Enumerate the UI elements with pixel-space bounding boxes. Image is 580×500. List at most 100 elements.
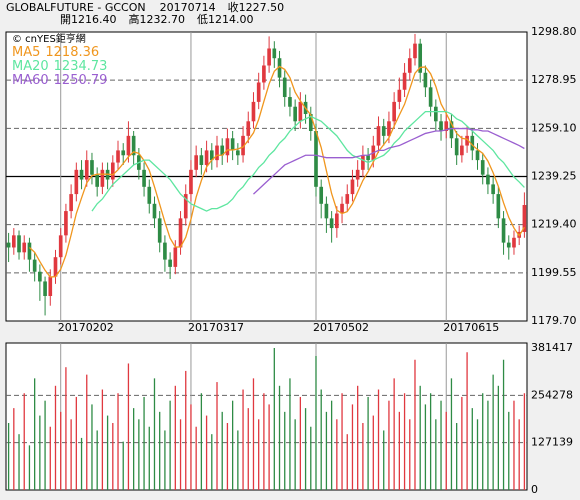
candle-body (329, 218, 334, 229)
candle-body (361, 155, 365, 170)
candle-body (444, 121, 449, 132)
marks (6, 33, 527, 490)
candle-body (449, 121, 454, 139)
candle-body (439, 121, 443, 132)
candle-body (32, 259, 37, 272)
candle-body (142, 169, 146, 187)
candle-body (387, 121, 391, 136)
x-tick-label: 20170502 (313, 321, 369, 334)
candle-body (53, 257, 58, 277)
candle-body (413, 43, 417, 59)
header-line-2: 開1216.40 高1232.70 低1214.00 (60, 12, 254, 26)
candle-body (69, 194, 73, 212)
y-tick-label: 1278.95 (531, 73, 577, 86)
candle-body (178, 218, 183, 248)
low: 低1214.00 (197, 13, 254, 26)
candle-body (475, 150, 480, 161)
candle-body (256, 82, 261, 102)
candle-body (84, 160, 89, 180)
y-tick-label: 1239.25 (531, 170, 577, 183)
legend-entry: MA60 1250.79 (12, 73, 107, 88)
candle-body (209, 150, 214, 161)
candle-body (522, 205, 527, 232)
legend-value: 1250.79 (54, 73, 108, 88)
y-tick-label: 1179.70 (531, 314, 577, 327)
ma-line (253, 127, 525, 195)
candle-body (126, 135, 131, 156)
ma-line (91, 110, 525, 212)
candle-body (402, 72, 407, 90)
candle-body (194, 155, 198, 170)
candle-body (152, 203, 157, 219)
candle-body (38, 271, 42, 282)
volume-tick-label: 127139 (531, 436, 573, 449)
candle-body (501, 218, 506, 243)
candle-body (272, 48, 277, 59)
candle-body (267, 48, 271, 66)
candle-body (355, 169, 360, 180)
candle-body (189, 169, 193, 195)
candle-body (293, 106, 297, 122)
candle-body (121, 150, 126, 156)
candle-body (220, 145, 225, 156)
candle-body (506, 242, 511, 248)
close: 收1227.50 (228, 0, 285, 14)
candle-body (282, 77, 287, 98)
header-line-1: GLOBALFUTURE - GCCON 20170714 收1227.50 (6, 0, 284, 14)
volume-tick-label: 381417 (531, 341, 573, 354)
candle-body (376, 126, 381, 146)
candle-body (183, 194, 188, 219)
candle-body (314, 131, 318, 187)
candle-body (157, 218, 162, 243)
candle-body (345, 194, 350, 204)
candle-body (6, 242, 11, 248)
candle-body (100, 169, 105, 187)
candle-body (58, 235, 63, 258)
candle-body (204, 150, 209, 165)
candle-body (465, 135, 469, 146)
legend-name: MA60 (12, 73, 49, 88)
candle-body (335, 213, 339, 229)
candle-body (163, 242, 167, 260)
candle-body (110, 162, 115, 180)
x-tick-label: 20170317 (188, 321, 244, 334)
candle-body (262, 65, 266, 83)
source: © cnYES鉅亨網 (12, 32, 86, 45)
candle-body (79, 169, 84, 180)
high: 高1232.70 (129, 12, 186, 26)
candle-body (486, 174, 490, 185)
candle-body (241, 135, 245, 156)
candle-body (428, 87, 433, 107)
date: 20170714 (160, 1, 216, 14)
candle-body (381, 126, 386, 136)
candle-body (460, 145, 464, 156)
y-tick-label: 1259.10 (531, 121, 577, 134)
y-tick-label: 1298.80 (531, 25, 577, 38)
candle-body (225, 138, 230, 156)
open: 開1216.40 (60, 13, 117, 26)
candle-body (246, 121, 251, 136)
candle-body (423, 72, 428, 88)
legend-name: MA5 (12, 45, 40, 60)
candle-body (491, 184, 495, 195)
legend-name: MA20 (12, 59, 49, 74)
candle-body (251, 101, 256, 122)
symbol: GLOBALFUTURE - GCCON (6, 1, 146, 14)
candle-body (454, 138, 459, 156)
candle-body (48, 276, 53, 297)
volume-tick-label: 0 (531, 483, 538, 496)
candle-body (392, 101, 396, 122)
candle-body (230, 138, 235, 151)
candle-body (366, 155, 370, 161)
candle-body (90, 160, 94, 175)
candle-body (288, 97, 292, 107)
candle-body (340, 203, 344, 214)
candle-body (147, 186, 152, 204)
candle-body (215, 145, 219, 161)
candle-body (434, 106, 438, 122)
legend-entry: MA20 1234.73 (12, 59, 107, 74)
candle-body (418, 43, 423, 73)
x-tick-label: 20170615 (443, 321, 499, 334)
